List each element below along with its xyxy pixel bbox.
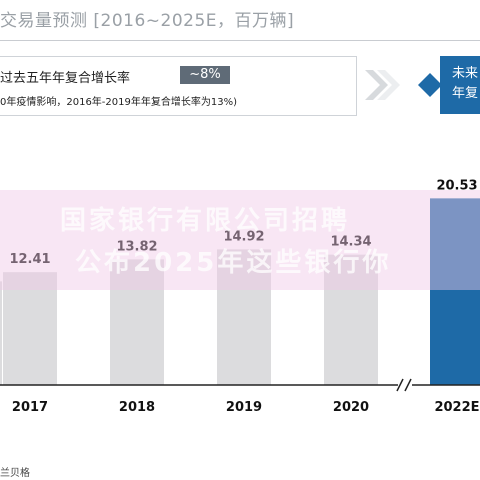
future-panel: 未来 年复 — [440, 56, 480, 114]
x-tick-label: 2022E — [434, 400, 479, 415]
cagr-panel: 过去五年年复合增长率 ~8% 0年疫情影响，2016年-2019年年复合增长率为… — [0, 56, 357, 116]
bar-2018 — [110, 259, 164, 385]
x-tick-label: 2020 — [333, 400, 369, 415]
chevron-right-gray-icon — [365, 70, 400, 100]
cagr-label: 过去五年年复合增长率 — [0, 71, 131, 86]
x-tick-label: 2019 — [226, 400, 262, 415]
bar-value-label: 13.82 — [116, 239, 157, 254]
axis-break-mark-1 — [396, 378, 404, 392]
x-tick-label: 2017 — [12, 400, 48, 415]
bar-2017 — [3, 272, 57, 385]
future-label-2: 年复 — [452, 86, 479, 101]
bar-value-label: 14.92 — [223, 229, 264, 244]
axis-break-mark-2 — [404, 378, 412, 392]
bar-2019 — [217, 249, 271, 385]
bar-2022E — [430, 198, 480, 385]
future-label-1: 未来 — [452, 66, 479, 81]
bar-value-label: 20.53 — [436, 178, 477, 193]
x-tick-label: 2018 — [119, 400, 155, 415]
bar-value-label: 14.34 — [330, 235, 371, 250]
chevron-right-blue-icon — [418, 73, 442, 97]
bar-2016 — [0, 281, 2, 385]
bar-2020 — [324, 254, 378, 385]
cagr-value-badge: ~8% — [180, 66, 230, 84]
bar-value-label: 12.41 — [9, 252, 50, 267]
title-divider — [0, 40, 480, 41]
chart-title: 交易量预测 [2016~2025E，百万辆] — [0, 11, 295, 31]
cagr-note: 0年疫情影响，2016年-2019年年复合增长率为13%) — [0, 97, 237, 108]
source-footnote: 兰贝格 — [0, 468, 30, 479]
